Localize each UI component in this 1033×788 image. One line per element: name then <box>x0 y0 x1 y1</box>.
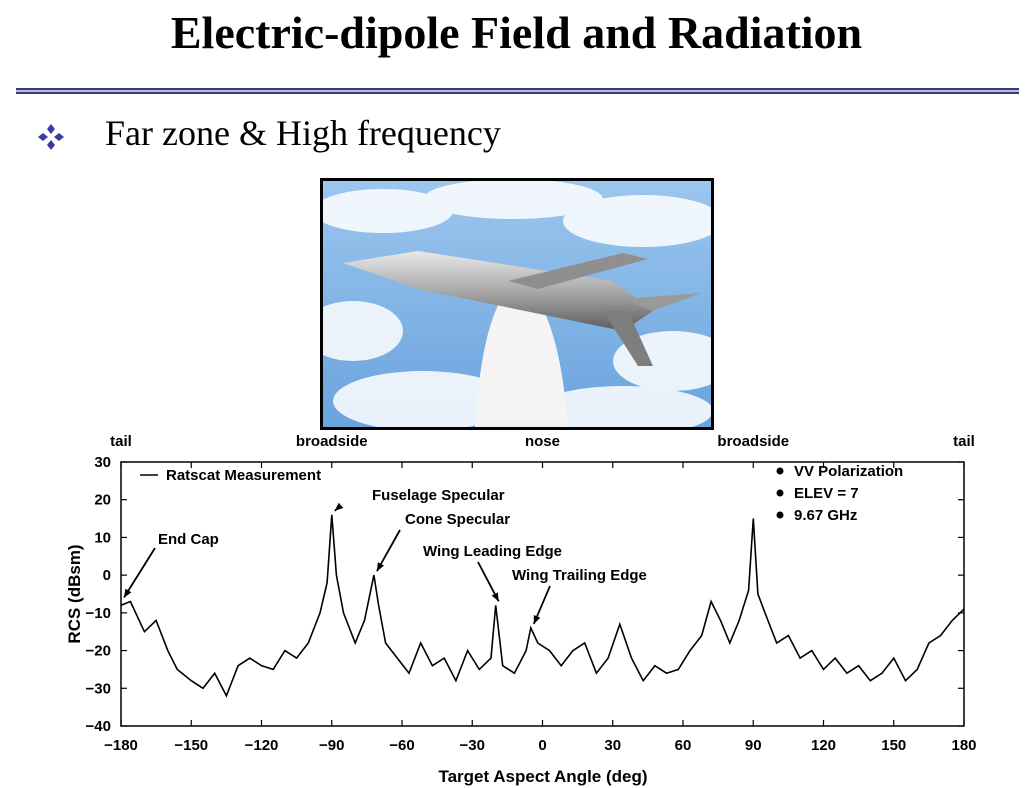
x-tick-label: 30 <box>604 737 621 754</box>
condition-label: 9.67 GHz <box>794 507 857 524</box>
top-region-label: tail <box>110 433 132 450</box>
annotation-label: Fuselage Specular <box>372 487 505 504</box>
y-tick-label: 20 <box>94 492 111 509</box>
rcs-series-line <box>120 514 965 698</box>
annotation-arrowhead <box>376 562 385 572</box>
x-tick-label: 60 <box>675 737 692 754</box>
x-tick-label: −30 <box>460 737 485 754</box>
y-tick-label: 30 <box>94 454 111 471</box>
slide-title: Electric-dipole Field and Radiation <box>170 7 863 58</box>
annotation-label: End Cap <box>158 531 219 548</box>
annotation-arrowhead <box>124 588 132 598</box>
top-region-label: nose <box>525 433 560 450</box>
condition-bullet <box>776 489 784 497</box>
bullet-text: Far zone & High frequency <box>105 113 501 153</box>
x-tick-label: 90 <box>745 737 762 754</box>
annotation-label: Wing Trailing Edge <box>512 567 647 584</box>
aircraft-photo <box>320 178 714 430</box>
annotation-arrowhead <box>533 614 541 624</box>
top-region-label: broadside <box>717 433 789 450</box>
y-tick-label: 0 <box>103 567 111 584</box>
annotation-arrowhead <box>491 592 499 602</box>
top-region-label: tail <box>953 433 975 450</box>
x-tick-label: −60 <box>389 737 414 754</box>
condition-bullet <box>776 511 784 519</box>
x-tick-label: 180 <box>951 737 976 754</box>
title-divider <box>16 88 1019 94</box>
y-tick-label: 10 <box>94 529 111 546</box>
y-tick-label: −40 <box>86 718 111 735</box>
x-tick-label: −150 <box>174 737 208 754</box>
top-region-label: broadside <box>296 433 368 450</box>
condition-bullet <box>776 467 784 475</box>
x-tick-label: 120 <box>811 737 836 754</box>
x-tick-label: −180 <box>104 737 138 754</box>
y-tick-label: −10 <box>86 605 111 622</box>
condition-label: VV Polarization <box>794 463 903 480</box>
y-tick-label: −20 <box>86 643 111 660</box>
x-tick-label: −90 <box>319 737 344 754</box>
annotation-label: Cone Specular <box>405 511 510 528</box>
legend-label: Ratscat Measurement <box>166 467 321 484</box>
y-tick-label: −30 <box>86 680 111 697</box>
x-tick-label: 150 <box>881 737 906 754</box>
annotation-arrowhead <box>334 502 344 511</box>
diamond-bullet-icon <box>38 124 64 150</box>
rcs-chart: tail broadside nose broadside tail −180 −150 −… <box>65 433 977 786</box>
annotation-label: Wing Leading Edge <box>423 543 562 560</box>
annotation-arrow <box>123 547 156 599</box>
x-tick-label: 0 <box>538 737 546 754</box>
condition-label: ELEV = 7 <box>794 485 859 502</box>
x-axis-label: Target Aspect Angle (deg) <box>438 767 647 786</box>
x-tick-label: −120 <box>245 737 279 754</box>
aircraft-illustration <box>323 181 711 427</box>
y-axis-label: RCS (dBsm) <box>65 544 84 643</box>
